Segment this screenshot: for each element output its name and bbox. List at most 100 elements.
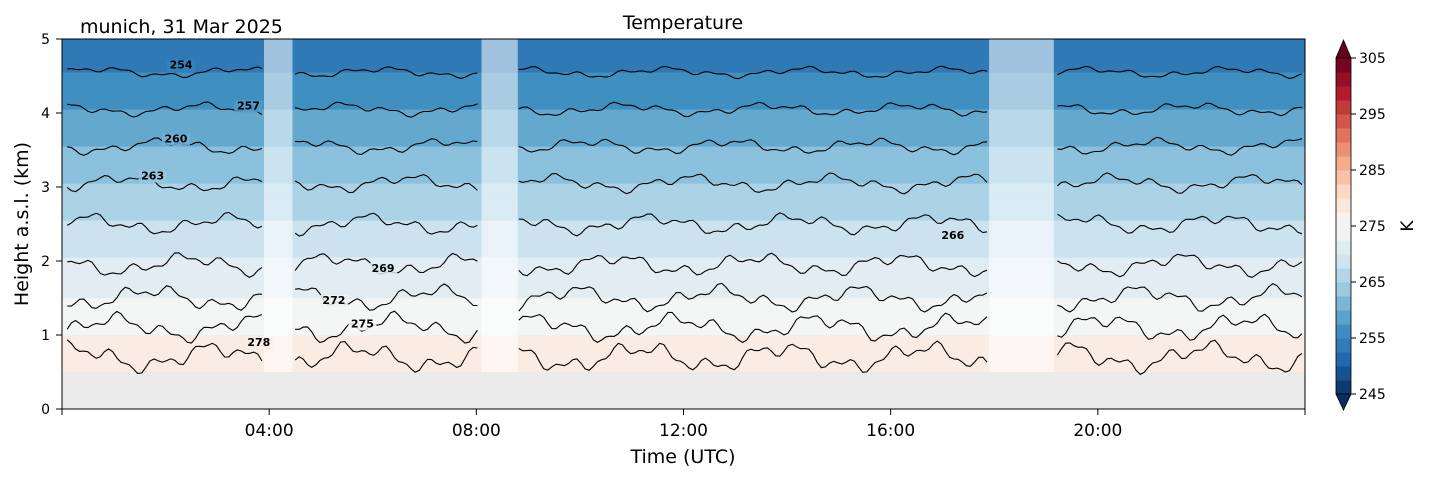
x-tick-label: 12:00 [659,421,708,441]
colorbar-max-arrow [1335,38,1352,59]
temperature-band [62,305,1305,310]
temperature-band [62,101,1305,106]
temperature-band [62,345,1305,351]
colorbar-tick-label: 275 [1359,219,1386,235]
temperature-band [62,94,1305,99]
temperature-band [62,319,1305,325]
temperature-band [62,212,1305,217]
contour-label: 257 [237,99,260,112]
temperature-band [62,275,1305,280]
temperature-band [62,49,1305,55]
colorbar-swatch [1336,380,1351,395]
colorbar-swatch [1336,254,1351,269]
contour-label-bg [167,59,196,72]
y-axis-label: Height a.s.l. (km) [11,142,33,306]
colorbar-tick-label: 265 [1359,275,1386,291]
y-tick-label: 0 [41,402,50,418]
temperature-band [62,353,1305,358]
colorbar-min-arrow [1335,393,1352,411]
temperature-band [62,149,1305,154]
temperature-band [62,142,1305,147]
temperature-band [62,308,1305,314]
temperature-band [62,134,1305,140]
temperature-band [62,83,1305,88]
missing-data-overlay [989,39,1054,409]
temperature-band [62,179,1305,184]
temperature-band [62,171,1305,177]
colorbar-tick-label: 295 [1359,107,1386,123]
contour-label: 263 [141,170,164,183]
temperature-band [62,201,1305,206]
contour-line-272 [1057,283,1303,313]
temperature-band [62,253,1305,258]
missing-data-overlay [263,39,293,409]
contour-line-254 [1057,65,1303,79]
temperature-band [62,112,1305,117]
contour-line-269 [1057,253,1303,278]
temperature-band [62,279,1305,284]
temperature-band [62,64,1305,69]
contour-line-263 [1057,172,1303,194]
contour-line-263 [294,174,478,194]
temperature-band [62,46,1305,51]
contour-line-266 [518,212,988,237]
temperature-band [62,227,1305,232]
colorbar-swatch [1336,156,1351,171]
contour-line-275 [295,310,478,344]
colorbar-swatch [1336,240,1351,255]
temperature-band [62,368,1305,373]
contour-line-260 [1057,136,1303,156]
temperature-band [62,186,1305,191]
temperature-band [62,72,1305,77]
plot-area: 254 257 260 263 266 269 272 275 278 [62,39,1305,409]
temperature-band [62,286,1305,291]
contour-label: 254 [170,59,193,72]
temperature-band [62,316,1305,321]
contour-line-266 [66,211,263,235]
temperature-band [62,127,1305,132]
chart-title: Temperature [622,12,743,34]
missing-data-overlay [481,39,518,409]
contour-label-bg [348,318,377,331]
temperature-band [62,75,1305,80]
contour-line-278 [1056,339,1303,376]
contour-labels: 254 257 260 263 266 269 272 275 278 [138,59,967,350]
contour-line-269 [518,252,988,278]
temperature-band [62,157,1305,162]
temperature-band [62,90,1305,95]
temperature-band [62,297,1305,302]
colorbar-swatch [1336,100,1351,115]
temperature-band [62,356,1305,362]
contour-line-269 [67,252,263,279]
contour-line-257 [67,101,263,118]
y-axis: 0 1 2 3 4 5 [41,32,62,418]
contour-line-266 [294,212,478,237]
temperature-band [62,323,1305,328]
y-tick-label: 2 [41,254,50,270]
temperature-band [62,86,1305,92]
contour-line-275 [66,310,263,344]
y-tick-label: 1 [41,328,50,344]
contour-label: 269 [372,262,395,275]
temperature-band [62,175,1305,180]
x-axis-label: Time (UTC) [629,446,735,468]
colorbar-swatch [1336,268,1351,283]
temperature-band [62,160,1305,166]
colorbar-swatch [1336,72,1351,87]
x-tick-label: 20:00 [1073,421,1122,441]
location-date-label: munich, 31 Mar 2025 [80,16,283,38]
temperature-band [62,183,1305,188]
temperature-band [62,294,1305,299]
contour-label-bg [938,229,967,242]
colorbar-label: K [1398,220,1418,232]
temperature-band [62,271,1305,277]
contour-line-254 [518,65,988,80]
temperature-band [62,282,1305,288]
x-tick-label: 16:00 [866,421,915,441]
y-tick-label: 4 [41,106,50,122]
temperature-band [62,223,1305,228]
temperature-band [62,334,1305,339]
temperature-band [62,190,1305,195]
colorbar-swatch [1336,184,1351,199]
